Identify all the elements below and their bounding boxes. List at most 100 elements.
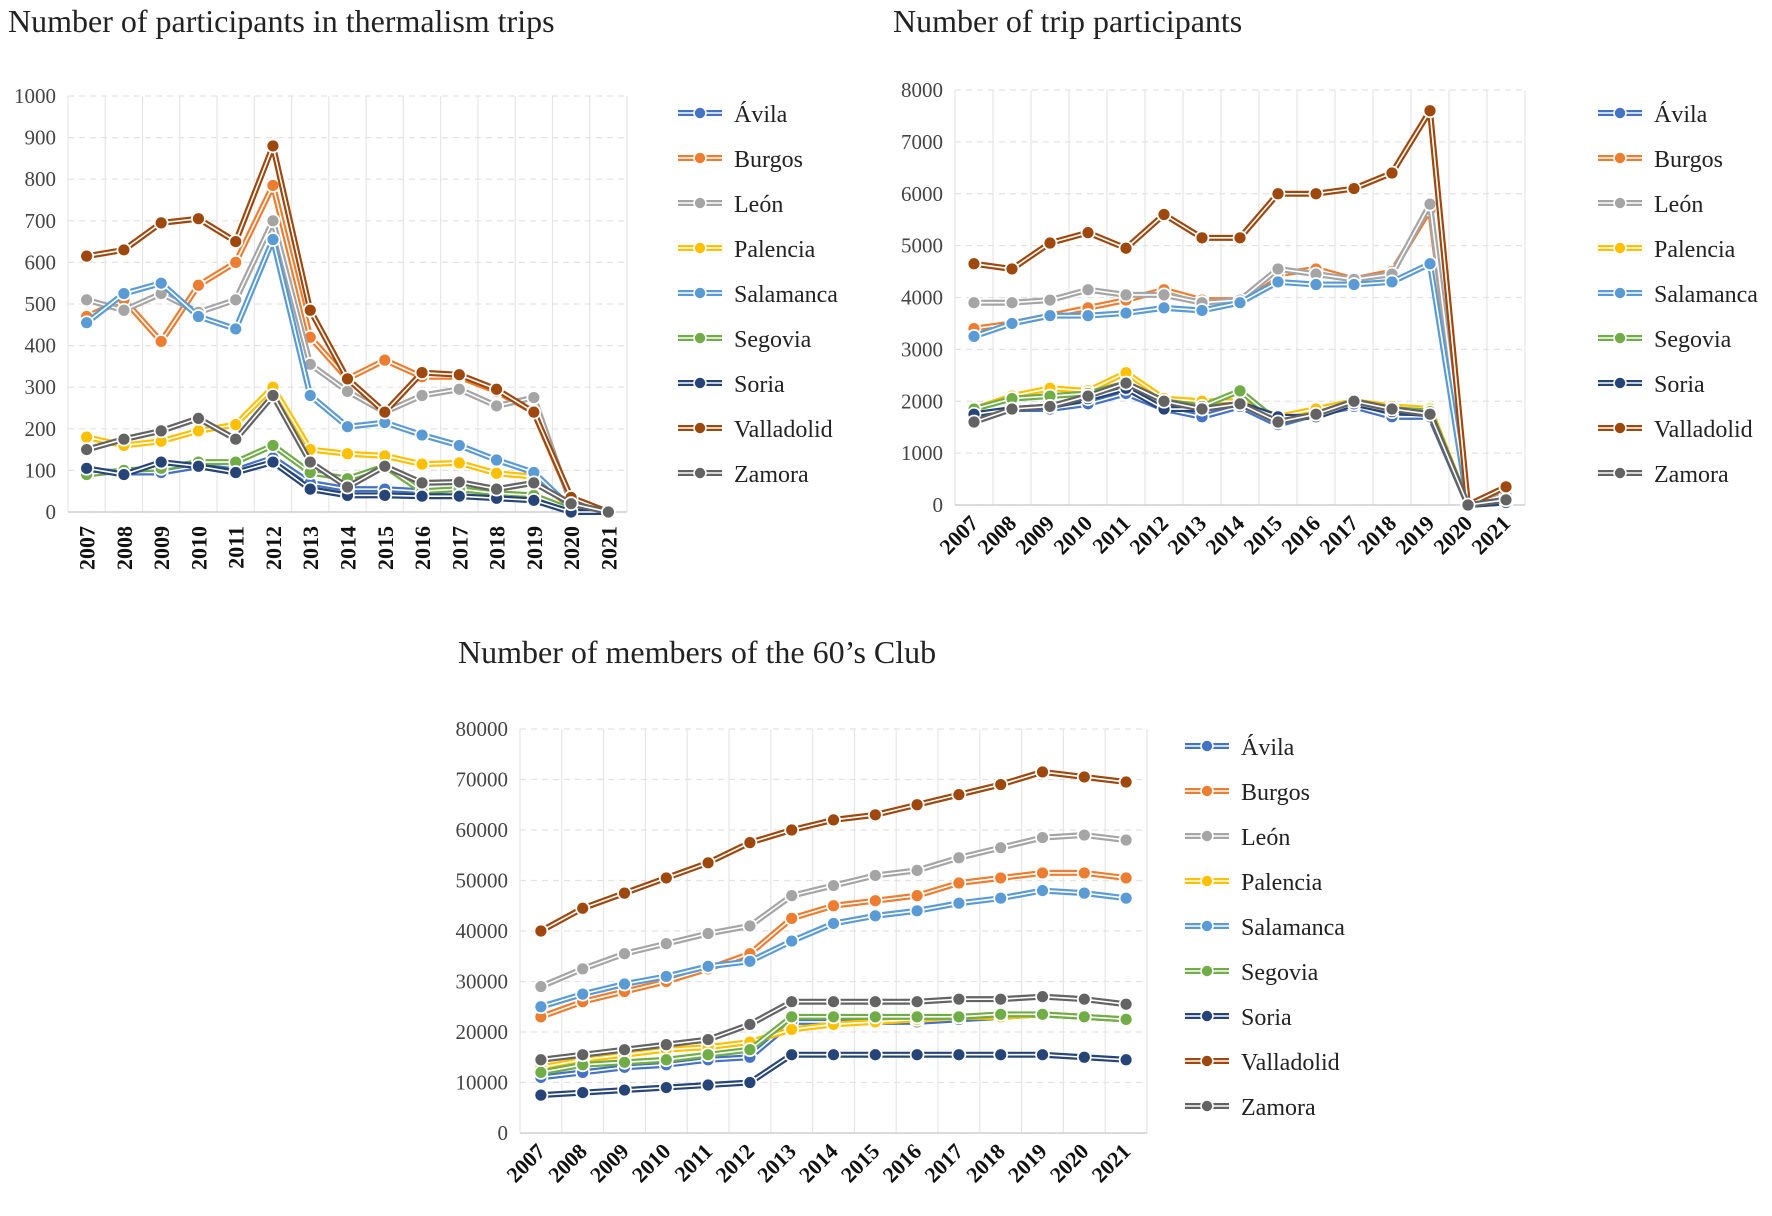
y-tick-label: 40000 (456, 919, 509, 943)
legend-label: Burgos (1654, 147, 1723, 173)
chart-title: Number of members of the 60’s Club (458, 634, 936, 670)
data-point (116, 302, 132, 318)
data-point (116, 286, 132, 302)
data-point (1156, 207, 1172, 222)
legend-marker (1200, 829, 1214, 843)
legend-label: León (1654, 192, 1703, 218)
data-point (489, 465, 504, 481)
legend-item: Salamanca (1185, 915, 1345, 941)
x-tick-label: 2020 (1045, 1139, 1094, 1188)
x-tick-label: 2015 (373, 526, 398, 570)
data-point (489, 398, 504, 414)
data-point (700, 1047, 716, 1063)
data-point (700, 1077, 716, 1093)
legend-marker (693, 421, 707, 435)
legend-item: Segovia (1185, 960, 1319, 986)
legend-label: Burgos (734, 147, 803, 173)
data-point (1076, 769, 1092, 785)
data-point (414, 488, 430, 504)
x-tick-label: 2011 (1087, 511, 1135, 559)
legend-label: León (1241, 825, 1290, 851)
x-tick-label: 2012 (1124, 511, 1173, 560)
series-zamora (533, 989, 1134, 1068)
data-point (1080, 225, 1096, 241)
legend-label: Palencia (1241, 870, 1323, 896)
data-point (1076, 1009, 1092, 1025)
x-tick-label: 2016 (1276, 511, 1325, 560)
data-point (265, 438, 281, 453)
legend-marker (1613, 376, 1627, 390)
data-point (302, 302, 318, 318)
x-tick-label: 2014 (794, 1139, 843, 1188)
data-point (909, 903, 925, 919)
data-point (1076, 991, 1092, 1007)
data-point (526, 390, 542, 406)
data-point (951, 850, 967, 866)
series-zamora (79, 388, 616, 520)
data-point (377, 458, 393, 474)
data-point (993, 777, 1009, 792)
data-point (533, 1065, 549, 1080)
data-point (658, 936, 674, 952)
legend-marker (1200, 739, 1214, 753)
data-point (784, 910, 800, 926)
x-tick-label: 2012 (261, 526, 286, 570)
data-point (1194, 230, 1210, 246)
data-point (966, 295, 982, 311)
chart-title: Number of participants in thermalism tri… (8, 3, 555, 39)
legend-label: Soria (734, 372, 785, 398)
legend-marker (1200, 1054, 1214, 1068)
data-point (1118, 870, 1134, 886)
data-point (116, 431, 132, 447)
series-salamanca (79, 232, 616, 520)
data-point (414, 365, 430, 381)
legend-item: Palencia (1598, 237, 1736, 263)
data-point (826, 812, 841, 828)
x-tick-label: 2018 (1352, 511, 1401, 560)
data-point (414, 456, 430, 472)
legend-item: Ávila (1598, 102, 1708, 128)
legend-marker (1613, 466, 1627, 480)
y-tick-label: 5000 (901, 234, 943, 258)
legend-item: Burgos (1598, 147, 1723, 173)
legend-item: Palencia (678, 237, 816, 263)
chart-3: Number of members of the 60’s Club 0 10000… (456, 634, 1346, 1187)
x-tick-label: 2017 (919, 1139, 968, 1188)
data-point (340, 479, 355, 495)
data-point (228, 292, 244, 308)
data-point (1346, 181, 1362, 196)
data-point (377, 404, 393, 420)
legend-label: León (734, 192, 783, 218)
legend-item: Segovia (1598, 327, 1732, 353)
x-tick-label: 2008 (112, 526, 137, 570)
x-tick-label: 2019 (1003, 1139, 1052, 1188)
series-león (533, 827, 1134, 994)
data-point (451, 381, 467, 397)
data-point (191, 410, 206, 426)
legend-marker (1613, 331, 1627, 345)
data-point (700, 958, 716, 974)
x-tick-label: 2013 (752, 1139, 801, 1188)
x-tick-label: 2017 (1314, 511, 1363, 560)
data-point (1308, 186, 1324, 202)
data-point (228, 465, 244, 480)
data-point (340, 371, 355, 387)
data-point (302, 481, 318, 497)
data-point (993, 1006, 1009, 1022)
data-point (414, 427, 430, 443)
data-point (153, 423, 169, 439)
data-point (1042, 292, 1058, 308)
data-point (1194, 303, 1210, 318)
data-point (451, 438, 467, 453)
data-point (909, 797, 925, 813)
series-zamora (966, 375, 1514, 513)
data-point (1042, 235, 1058, 251)
data-point (1118, 774, 1134, 790)
data-point (575, 900, 591, 916)
data-point (826, 916, 841, 931)
data-point (1498, 492, 1514, 508)
legend-label: Salamanca (734, 282, 838, 308)
y-tick-label: 8000 (901, 78, 943, 102)
data-point (302, 454, 318, 470)
x-tick-label: 2013 (298, 526, 323, 570)
